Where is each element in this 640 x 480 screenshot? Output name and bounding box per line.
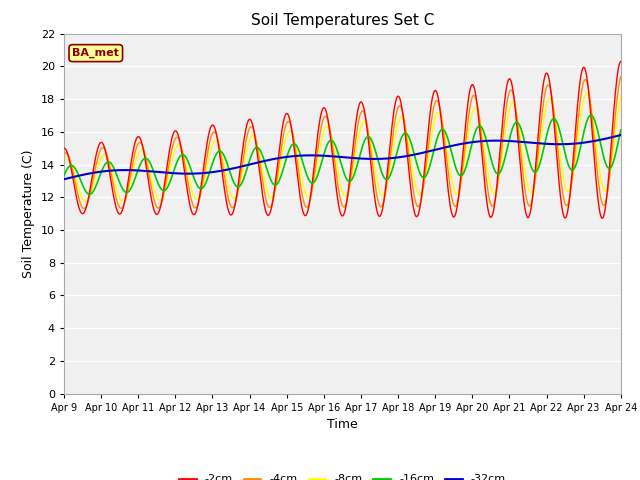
Legend: -2cm, -4cm, -8cm, -16cm, -32cm: -2cm, -4cm, -8cm, -16cm, -32cm bbox=[175, 470, 510, 480]
Title: Soil Temperatures Set C: Soil Temperatures Set C bbox=[251, 13, 434, 28]
Text: BA_met: BA_met bbox=[72, 48, 119, 58]
Y-axis label: Soil Temperature (C): Soil Temperature (C) bbox=[22, 149, 35, 278]
X-axis label: Time: Time bbox=[327, 418, 358, 431]
